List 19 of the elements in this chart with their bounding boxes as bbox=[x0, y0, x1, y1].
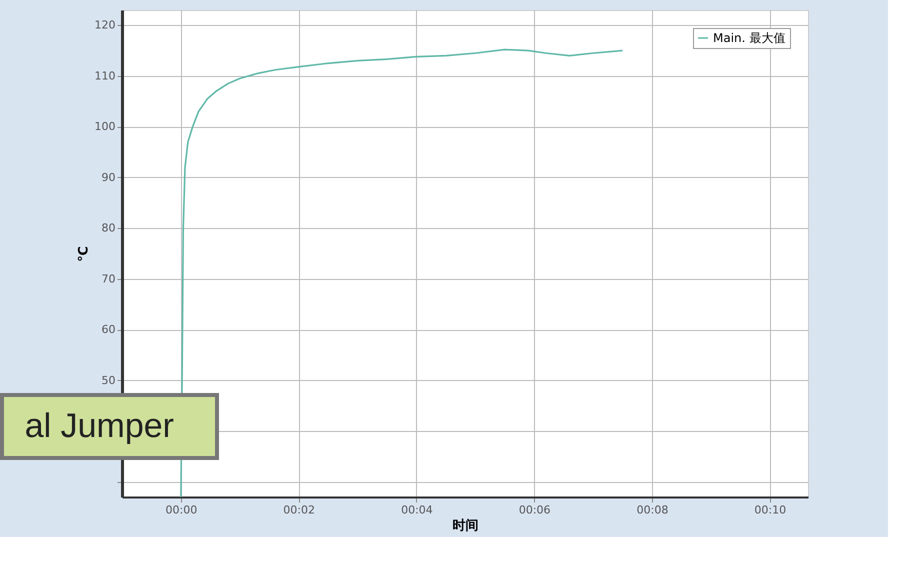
x-tick-label: 00:10 bbox=[754, 504, 786, 516]
x-tick-label: 00:06 bbox=[518, 504, 551, 516]
y-tick-label: 50 bbox=[102, 374, 116, 387]
y-axis-title: ℃ bbox=[76, 246, 92, 262]
x-tick-label: 00:00 bbox=[166, 504, 198, 516]
x-axis-title: 时间 bbox=[452, 518, 478, 534]
line-series bbox=[180, 48, 624, 497]
x-tick-label: 00:08 bbox=[636, 504, 668, 516]
y-tick-label: 90 bbox=[102, 170, 116, 184]
y-tick-label: 100 bbox=[94, 120, 116, 134]
annotation: al Jumper bbox=[24, 407, 174, 445]
x-tick-label: 00:02 bbox=[283, 504, 316, 516]
x-tick-label: 00:04 bbox=[401, 504, 433, 516]
legend-label: Main. 最大值 bbox=[713, 31, 786, 45]
y-tick-label: 120 bbox=[94, 18, 116, 32]
y-tick-label: 80 bbox=[102, 222, 116, 235]
y-tick-label: 60 bbox=[102, 323, 116, 336]
y-tick-label: 70 bbox=[102, 272, 116, 286]
y-tick-label: 110 bbox=[94, 69, 116, 82]
